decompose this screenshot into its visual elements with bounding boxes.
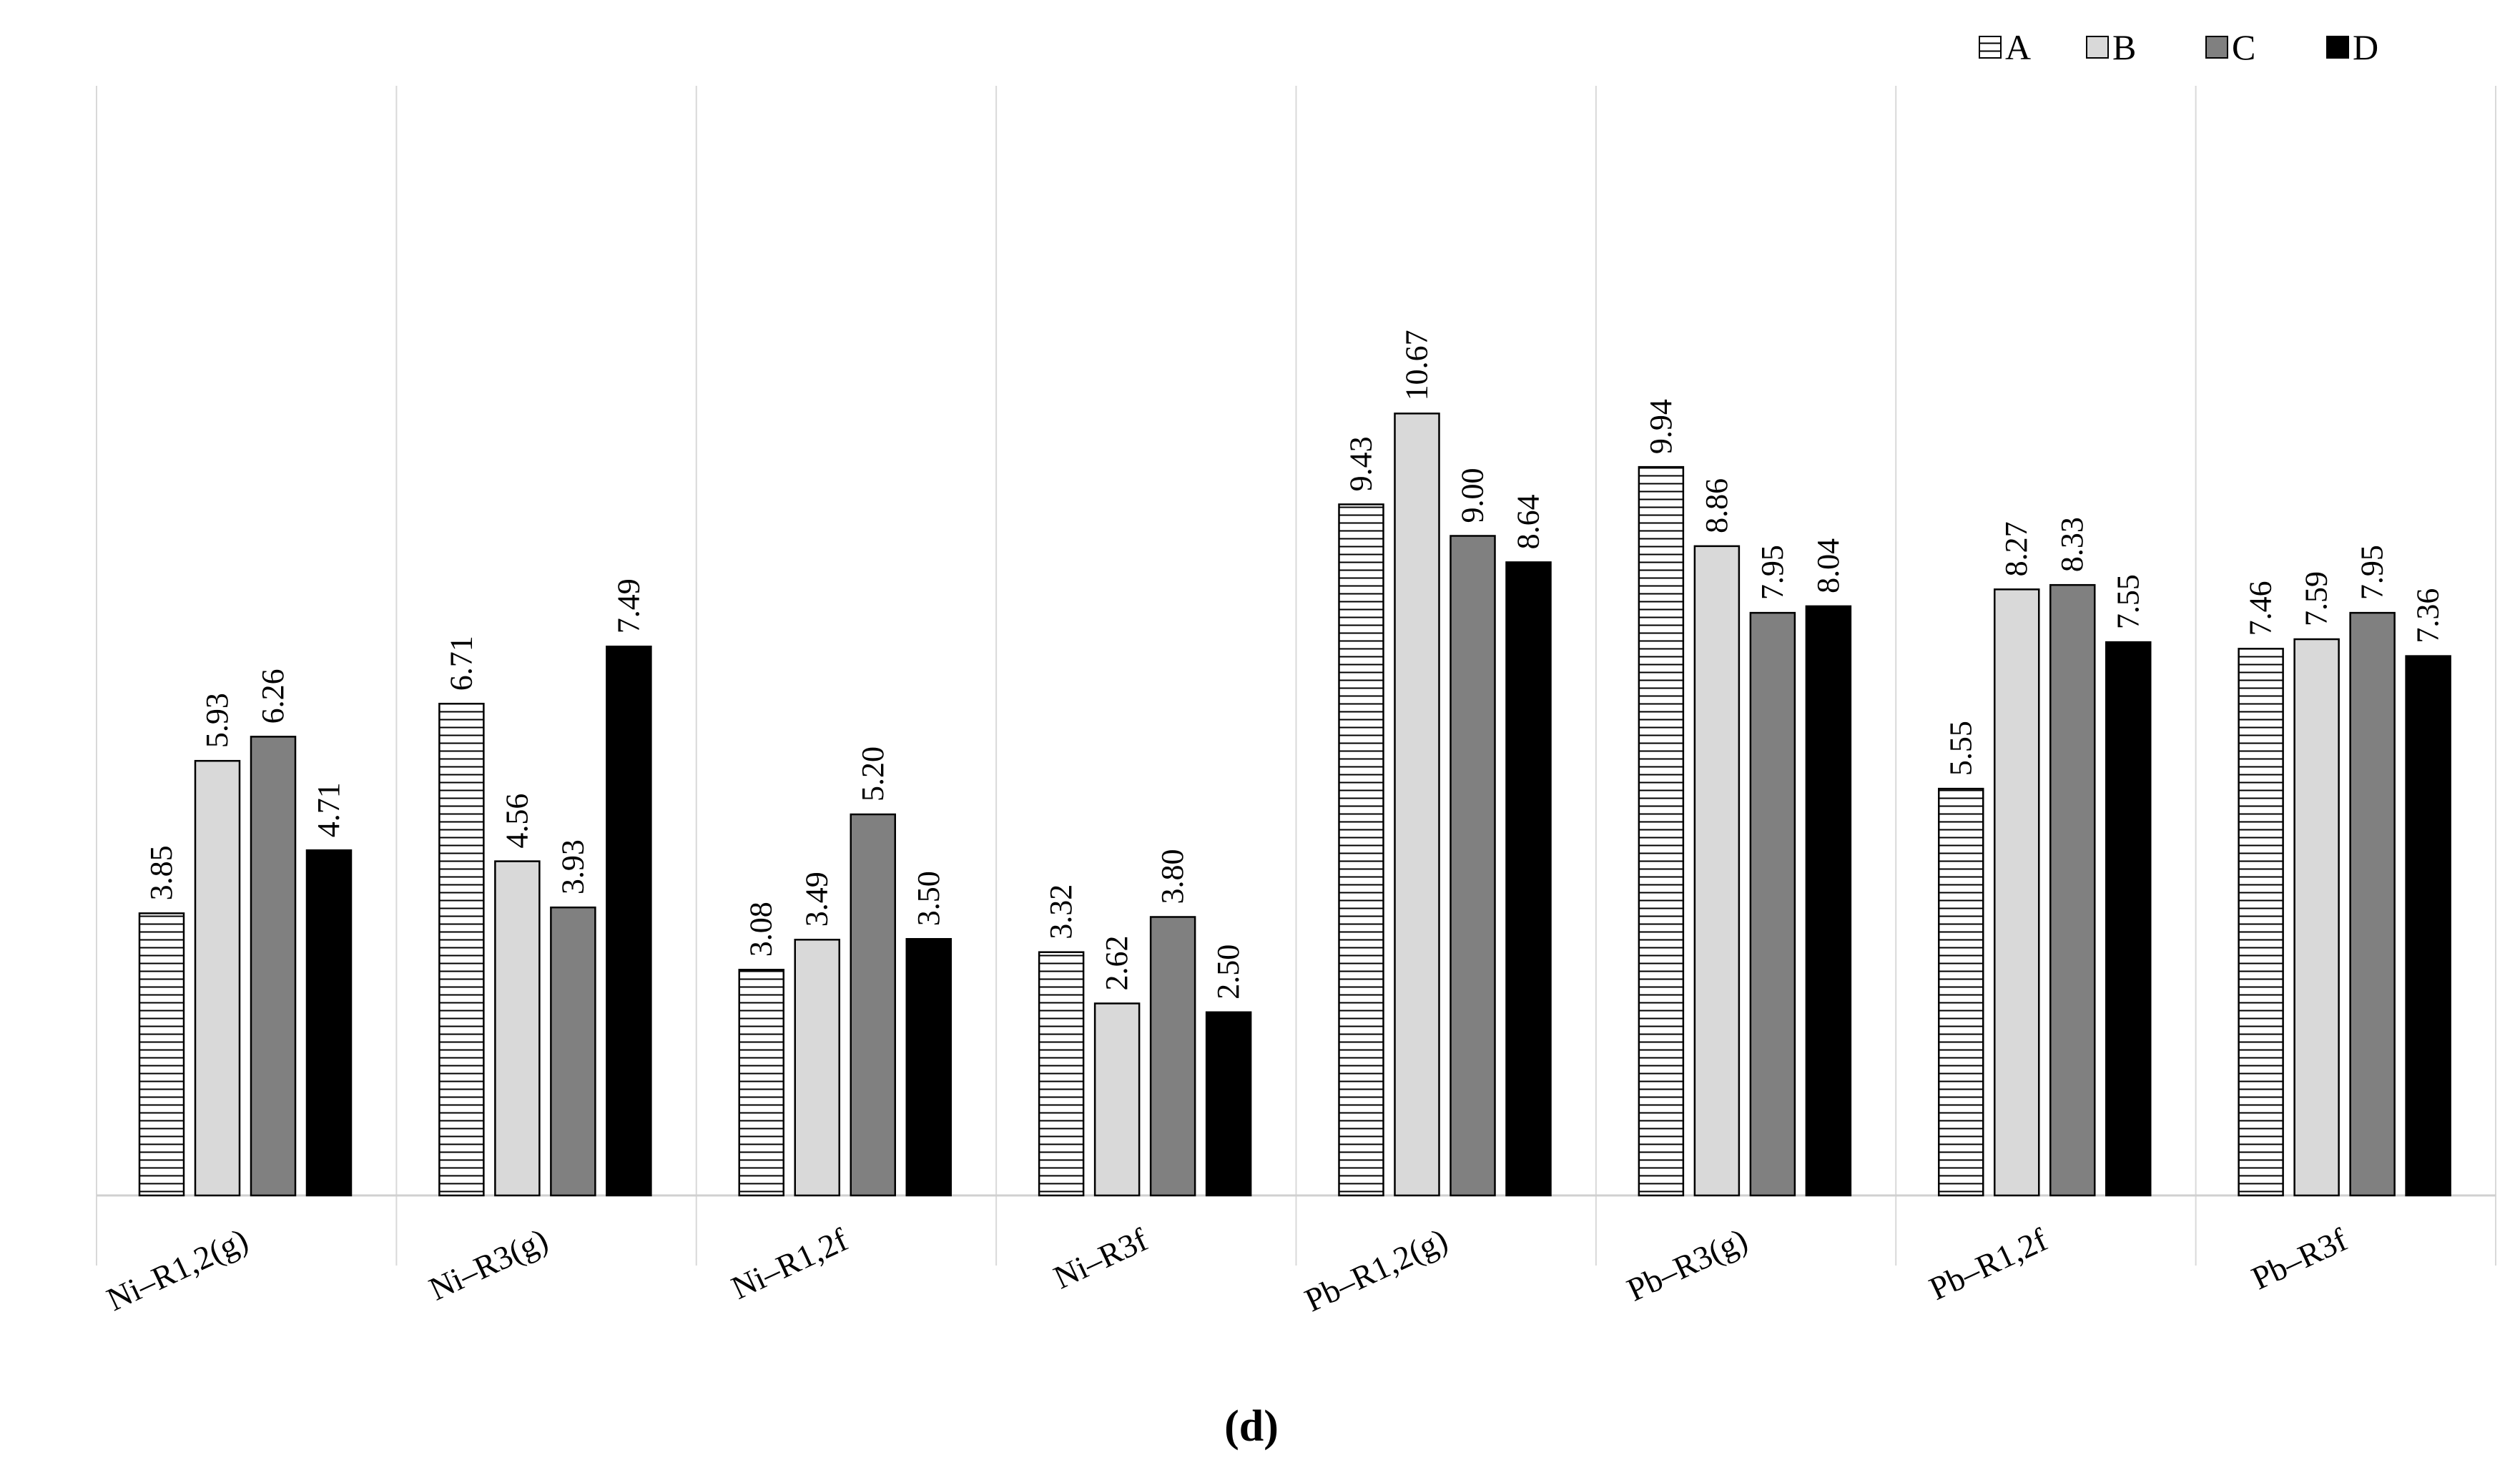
bar-b [1093, 1002, 1141, 1197]
bar-c [1450, 535, 1496, 1197]
bar-c [1749, 611, 1796, 1197]
data-label: 7.36 [2411, 588, 2446, 643]
bar-d [2405, 655, 2451, 1197]
data-label: 8.64 [1511, 494, 1546, 549]
bar-b [1394, 413, 1440, 1197]
category-label: Ni–R1,2(g) [102, 1221, 254, 1318]
legend: A B C D [1979, 27, 2378, 67]
legend-swatch-d [2326, 36, 2349, 59]
bar-a [1938, 787, 1984, 1197]
data-label: 8.27 [1999, 521, 2034, 576]
data-label: 2.62 [1099, 935, 1134, 990]
bar-c [550, 906, 596, 1197]
category-tick-labels: Ni–R1,2(g) Ni–R3(g) Ni–R1,2f Ni–R3f Pb–R1,2(… [102, 1221, 2353, 1319]
data-label: 8.86 [1699, 478, 1734, 533]
data-label: 3.32 [1043, 884, 1078, 939]
data-label: 6.71 [443, 636, 478, 691]
data-label: 3.93 [555, 839, 590, 894]
data-label: 4.71 [311, 782, 346, 837]
data-label: 8.33 [2054, 517, 2090, 572]
legend-label-a: A [2005, 27, 2031, 67]
data-label: 7.95 [2355, 545, 2390, 600]
bar-a [138, 912, 185, 1197]
figure-caption: (d) [1224, 1402, 1279, 1451]
data-label: 7.46 [2243, 581, 2278, 636]
data-label: 9.94 [1643, 399, 1678, 454]
bar-b [194, 759, 241, 1197]
data-label: 3.50 [911, 871, 946, 926]
data-label: 5.20 [855, 746, 890, 801]
data-label: 5.55 [1943, 721, 1978, 776]
data-label: 3.49 [799, 872, 835, 927]
bar-a [2238, 648, 2284, 1197]
bar-d [1505, 561, 1552, 1197]
data-label: 3.08 [744, 902, 779, 957]
data-label: 2.50 [1211, 944, 1246, 1000]
bar-c [2349, 611, 2396, 1197]
bar-b [1994, 588, 2040, 1197]
bar-b [494, 860, 541, 1197]
category-label: Ni–R3f [1048, 1221, 1153, 1296]
category-label: Pb–R1,2f [1924, 1221, 2053, 1308]
data-label: 9.43 [1344, 436, 1379, 491]
bar-c [250, 736, 297, 1197]
category-dividers [96, 86, 2496, 1266]
legend-swatch-c [2205, 36, 2228, 59]
category-label: Pb–R3(g) [1621, 1221, 1753, 1308]
data-label: 7.55 [2110, 574, 2145, 629]
legend-label-b: B [2112, 27, 2136, 67]
bar-a [1638, 465, 1685, 1197]
bar-d [1205, 1011, 1252, 1197]
bar-b [1693, 545, 1741, 1197]
value-labels: 3.85 6.71 3.08 3.32 9.43 9.94 5.55 7.46 5.93 4.56… [144, 330, 2446, 999]
data-label: 8.04 [1811, 538, 1846, 593]
data-label: 7.49 [611, 578, 646, 633]
bar-a [1338, 503, 1384, 1197]
category-label: Ni–R3(g) [423, 1221, 553, 1308]
bar-d [305, 849, 353, 1197]
bar-b [2293, 638, 2340, 1197]
data-label: 4.56 [499, 794, 534, 849]
bar-d [2105, 641, 2152, 1197]
legend-label-d: D [2353, 27, 2378, 67]
data-label: 3.85 [144, 845, 179, 900]
data-label: 10.67 [1399, 330, 1434, 400]
data-label: 7.59 [2299, 571, 2334, 626]
legend-label-c: C [2232, 27, 2255, 67]
category-label: Pb–R1,2(g) [1299, 1221, 1453, 1318]
bar-a [1038, 951, 1085, 1197]
data-label: 3.80 [1155, 849, 1190, 904]
bars [138, 413, 2451, 1197]
legend-swatch-a [1979, 36, 2002, 59]
bar-b [794, 939, 840, 1197]
legend-swatch-b [2086, 36, 2109, 59]
category-label: Ni–R1,2f [726, 1221, 854, 1306]
bar-d [905, 938, 952, 1197]
bar-a [738, 969, 784, 1197]
data-label: 7.95 [1755, 545, 1790, 600]
bar-d [1805, 605, 1852, 1197]
data-label: 9.00 [1455, 468, 1490, 523]
data-label: 6.26 [255, 669, 290, 724]
bar-d [606, 646, 652, 1197]
data-label: 5.93 [200, 693, 235, 748]
bar-c [850, 813, 896, 1197]
bar-c [2049, 583, 2096, 1197]
bar-a [438, 702, 485, 1197]
category-label: Pb–R3f [2246, 1221, 2353, 1297]
bar-c [1149, 916, 1196, 1197]
